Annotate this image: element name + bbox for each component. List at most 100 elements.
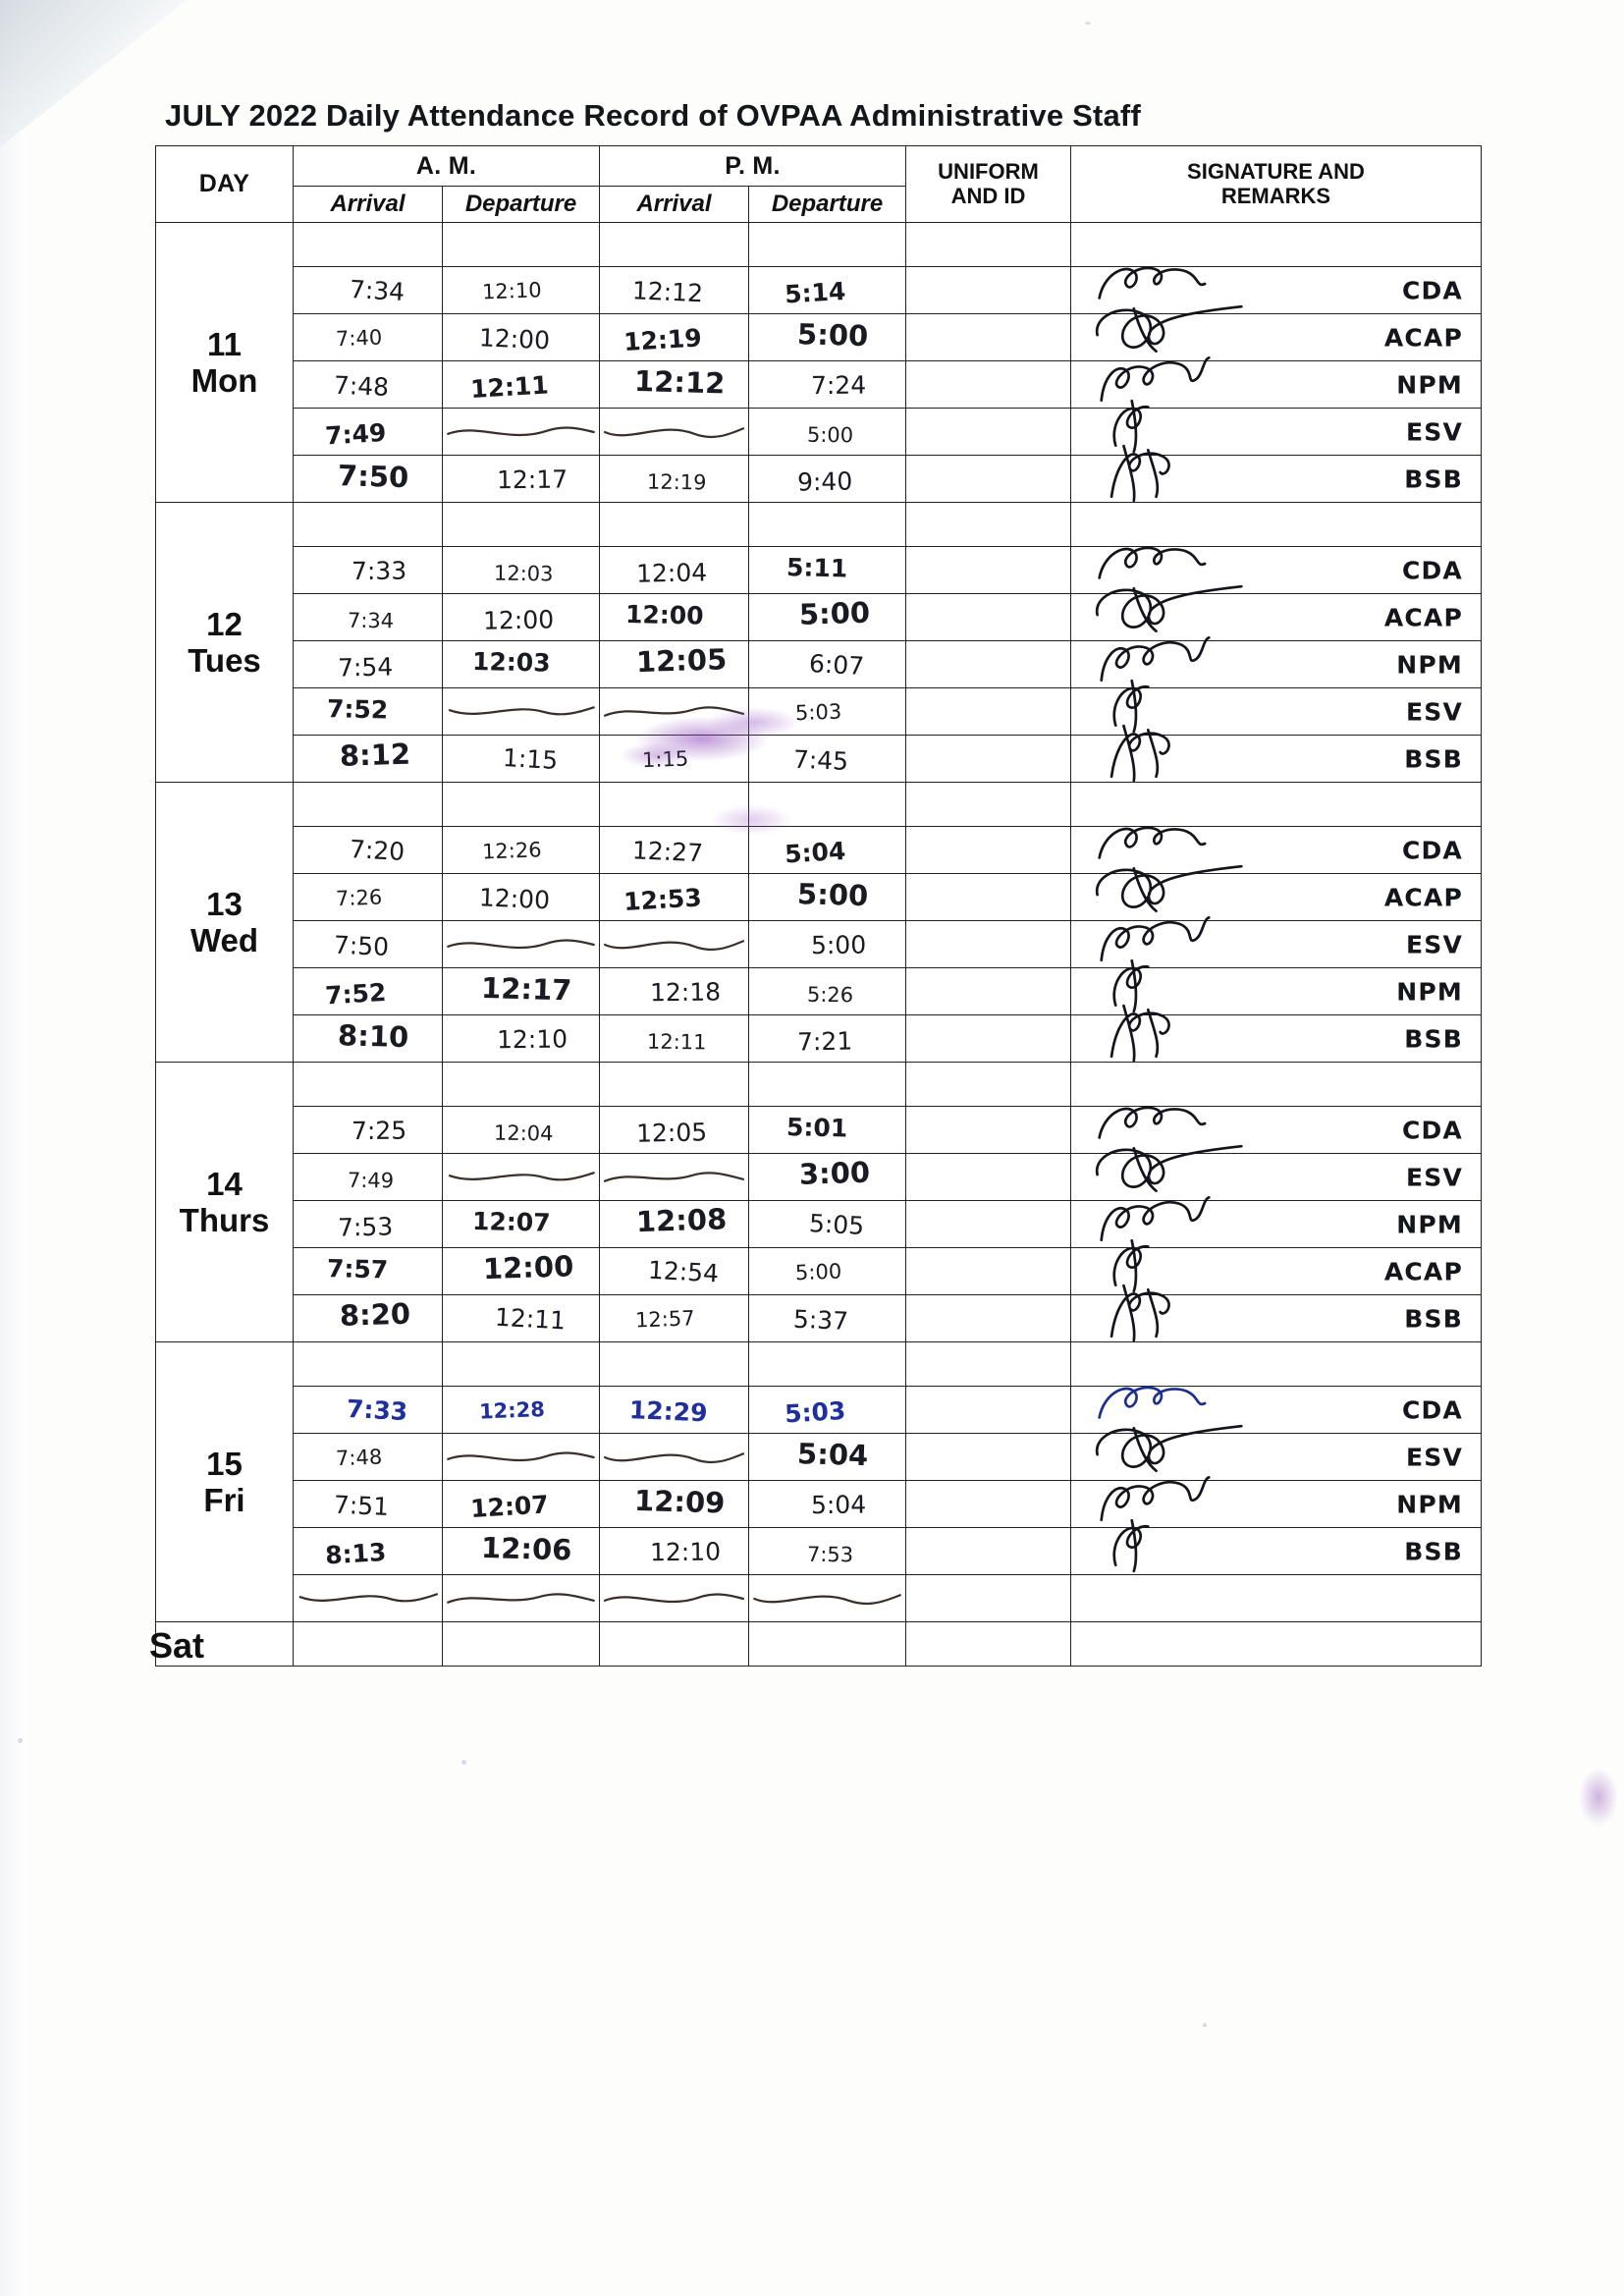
no-entry-squiggle bbox=[448, 705, 595, 715]
signature-scribble bbox=[1110, 724, 1170, 783]
day-cell-wed: 13 Wed bbox=[155, 782, 294, 1063]
table-row: 7:52 5:03 ESV bbox=[156, 679, 1482, 736]
empty-cell bbox=[293, 782, 443, 827]
day-cell-mon: 11 Mon bbox=[155, 222, 294, 503]
table-row: 7:34 12:10 12:12 5:14 CDA bbox=[156, 266, 1482, 314]
uniform-cell bbox=[905, 1153, 1071, 1201]
empty-cell bbox=[905, 782, 1071, 827]
header-signature-and-remarks: SIGNATURE AND REMARKS bbox=[1070, 145, 1482, 223]
no-entry-squiggle bbox=[447, 1592, 595, 1604]
no-entry-squiggle bbox=[603, 1592, 745, 1603]
day-cell-tues: 12 Tues bbox=[155, 502, 294, 783]
empty-cell bbox=[442, 502, 600, 547]
header-signature-line2: REMARKS bbox=[1220, 183, 1331, 208]
no-entry-squiggle bbox=[447, 938, 595, 949]
uniform-cell bbox=[905, 735, 1071, 783]
remark-initials: ESV bbox=[1405, 697, 1463, 726]
signature-cell bbox=[1070, 1574, 1482, 1622]
signature-cell: CDA bbox=[1070, 826, 1482, 874]
remark-initials: NPM bbox=[1396, 1490, 1463, 1518]
signature-scribble bbox=[1110, 1284, 1170, 1342]
header-am-departure: Departure bbox=[442, 186, 600, 223]
signature-scribble bbox=[1098, 546, 1207, 579]
uniform-cell bbox=[905, 640, 1071, 688]
remark-initials: CDA bbox=[1401, 556, 1463, 584]
remark-initials: ESV bbox=[1405, 417, 1463, 446]
empty-cell bbox=[905, 1341, 1071, 1387]
signature-cell: CDA bbox=[1070, 1106, 1482, 1154]
no-entry-squiggle bbox=[447, 425, 595, 436]
day-number: 12 bbox=[206, 606, 243, 642]
remark-initials: CDA bbox=[1401, 1116, 1463, 1144]
header-uniform-line1: UNIFORM bbox=[938, 158, 1039, 184]
empty-cell bbox=[599, 1621, 749, 1667]
signature-scribble bbox=[1110, 444, 1170, 503]
table-row: 7:50 5:00 ESV bbox=[156, 915, 1482, 968]
table-row: 7:49 3:00 ESV bbox=[156, 1144, 1482, 1201]
signature-cell: BSB bbox=[1070, 724, 1482, 783]
remark-initials: BSB bbox=[1404, 744, 1463, 773]
uniform-cell bbox=[905, 1294, 1071, 1342]
signature-scribble bbox=[1100, 355, 1211, 403]
remark-initials: CDA bbox=[1401, 276, 1463, 304]
empty-cell bbox=[442, 222, 600, 267]
table-row: 7:40 12:00 12:19 5:00 ACAP bbox=[156, 304, 1482, 361]
signature-scribble bbox=[1112, 1518, 1150, 1573]
table-row: 7:52 12:17 12:18 5:26 NPM bbox=[156, 958, 1482, 1015]
table-row: 8:12 1:15 1:15 7:45 BSB bbox=[156, 724, 1482, 783]
empty-cell bbox=[1070, 1621, 1482, 1667]
signature-scribble bbox=[1095, 1424, 1243, 1473]
empty-cell bbox=[905, 222, 1071, 267]
remark-initials: BSB bbox=[1404, 1024, 1463, 1053]
day-spacer-row: 14 Thurs bbox=[155, 1062, 1482, 1342]
empty-cell bbox=[1070, 782, 1482, 827]
empty-cell bbox=[442, 1621, 600, 1667]
signature-cell: NPM bbox=[1070, 635, 1482, 688]
remark-initials: ESV bbox=[1405, 930, 1463, 958]
table-row: 7:54 12:03 12:05 6:07 NPM bbox=[156, 635, 1482, 688]
signature-cell: ACAP bbox=[1070, 1238, 1482, 1295]
table-row bbox=[156, 1574, 1482, 1622]
no-entry-squiggle bbox=[298, 1592, 439, 1602]
empty-cell bbox=[293, 222, 443, 267]
signature-cell: BSB bbox=[1070, 1518, 1482, 1575]
remark-initials: ACAP bbox=[1383, 603, 1463, 631]
signature-cell: BSB bbox=[1070, 1004, 1482, 1063]
signature-cell: NPM bbox=[1070, 958, 1482, 1015]
scan-left-edge-shadow bbox=[0, 0, 26, 2296]
no-entry-squiggle bbox=[603, 1451, 745, 1463]
remark-initials: ACAP bbox=[1383, 883, 1463, 911]
signature-scribble bbox=[1100, 1195, 1211, 1242]
remark-initials: ESV bbox=[1405, 1443, 1463, 1471]
signature-scribble bbox=[1100, 635, 1211, 683]
signature-scribble bbox=[1098, 1106, 1207, 1139]
day-number: 11 bbox=[207, 326, 242, 362]
signature-scribble bbox=[1110, 1004, 1170, 1063]
empty-cell bbox=[599, 1062, 749, 1107]
table-row: 7:48 5:04 ESV bbox=[156, 1424, 1482, 1481]
header-pm: P. M. bbox=[599, 145, 906, 187]
signature-scribble bbox=[1095, 1144, 1243, 1193]
remark-initials: NPM bbox=[1396, 977, 1463, 1006]
day-name: Mon bbox=[190, 362, 258, 399]
scan-edge-smudge bbox=[1579, 1768, 1618, 1827]
uniform-cell bbox=[905, 546, 1071, 594]
remark-initials: NPM bbox=[1396, 650, 1463, 679]
day-number: 14 bbox=[206, 1166, 243, 1202]
signature-scribble bbox=[1098, 266, 1207, 300]
uniform-cell bbox=[905, 408, 1071, 456]
table-row: 7:20 12:26 12:27 5:04 CDA bbox=[156, 826, 1482, 874]
header-pm-departure: Departure bbox=[748, 186, 906, 223]
table-row: 7:48 12:11 12:12 7:24 NPM bbox=[156, 355, 1482, 409]
signature-scribble bbox=[1095, 864, 1243, 913]
empty-cell bbox=[442, 1341, 600, 1387]
uniform-cell bbox=[905, 455, 1071, 503]
scan-speck bbox=[1203, 2023, 1207, 2027]
attendance-body: 11 Mon 7:34 12:10 12:12 5:14 CDA 7:40 12:00 12:19… bbox=[155, 222, 1482, 1667]
empty-cell bbox=[293, 1062, 443, 1107]
remark-initials: CDA bbox=[1401, 1395, 1463, 1424]
empty-cell bbox=[293, 502, 443, 547]
uniform-cell bbox=[905, 873, 1071, 921]
uniform-cell bbox=[905, 1014, 1071, 1063]
